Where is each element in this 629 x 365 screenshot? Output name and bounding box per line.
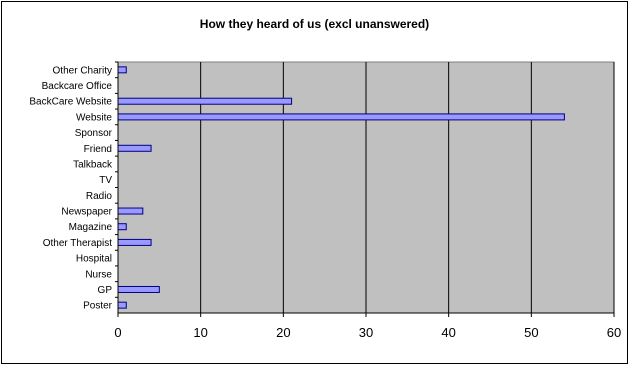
category-label: Radio <box>86 191 113 202</box>
category-label: Website <box>76 112 112 123</box>
category-label: Hospital <box>76 254 112 265</box>
bar <box>117 238 152 246</box>
bar <box>117 144 152 152</box>
x-tick-label: 40 <box>441 325 455 340</box>
gridlines <box>200 62 615 313</box>
category-label: Other Therapist <box>43 238 113 249</box>
bar <box>117 223 127 231</box>
bar <box>117 97 293 105</box>
x-tick-label: 20 <box>276 325 290 340</box>
x-tick-label: 50 <box>524 325 538 340</box>
category-label: BackCare Website <box>29 97 112 108</box>
category-label: Other Charity <box>53 65 112 76</box>
x-tick-label: 0 <box>114 325 121 340</box>
bar <box>117 285 160 293</box>
category-label: Backcare Office <box>42 81 113 92</box>
x-tick-label: 60 <box>607 325 621 340</box>
bar <box>117 301 127 309</box>
x-axis-ticks: 0 10 20 30 40 50 60 <box>114 313 621 340</box>
category-label: Nurse <box>85 269 112 280</box>
category-label: Magazine <box>69 222 113 233</box>
category-label: Poster <box>83 301 113 312</box>
category-label: GP <box>98 285 113 296</box>
chart-title: How they heard of us (excl unanswered) <box>199 17 430 31</box>
bar <box>117 207 144 215</box>
category-label: Friend <box>84 144 112 155</box>
bar <box>117 66 127 74</box>
category-label: Sponsor <box>75 128 113 139</box>
category-label: TV <box>99 175 112 186</box>
x-tick-label: 30 <box>359 325 373 340</box>
bar <box>117 113 565 121</box>
category-label: Newspaper <box>61 207 112 218</box>
category-label: Talkback <box>73 159 113 170</box>
x-tick-label: 10 <box>193 325 207 340</box>
category-labels: Other Charity Backcare Office BackCare Web… <box>29 61 118 312</box>
